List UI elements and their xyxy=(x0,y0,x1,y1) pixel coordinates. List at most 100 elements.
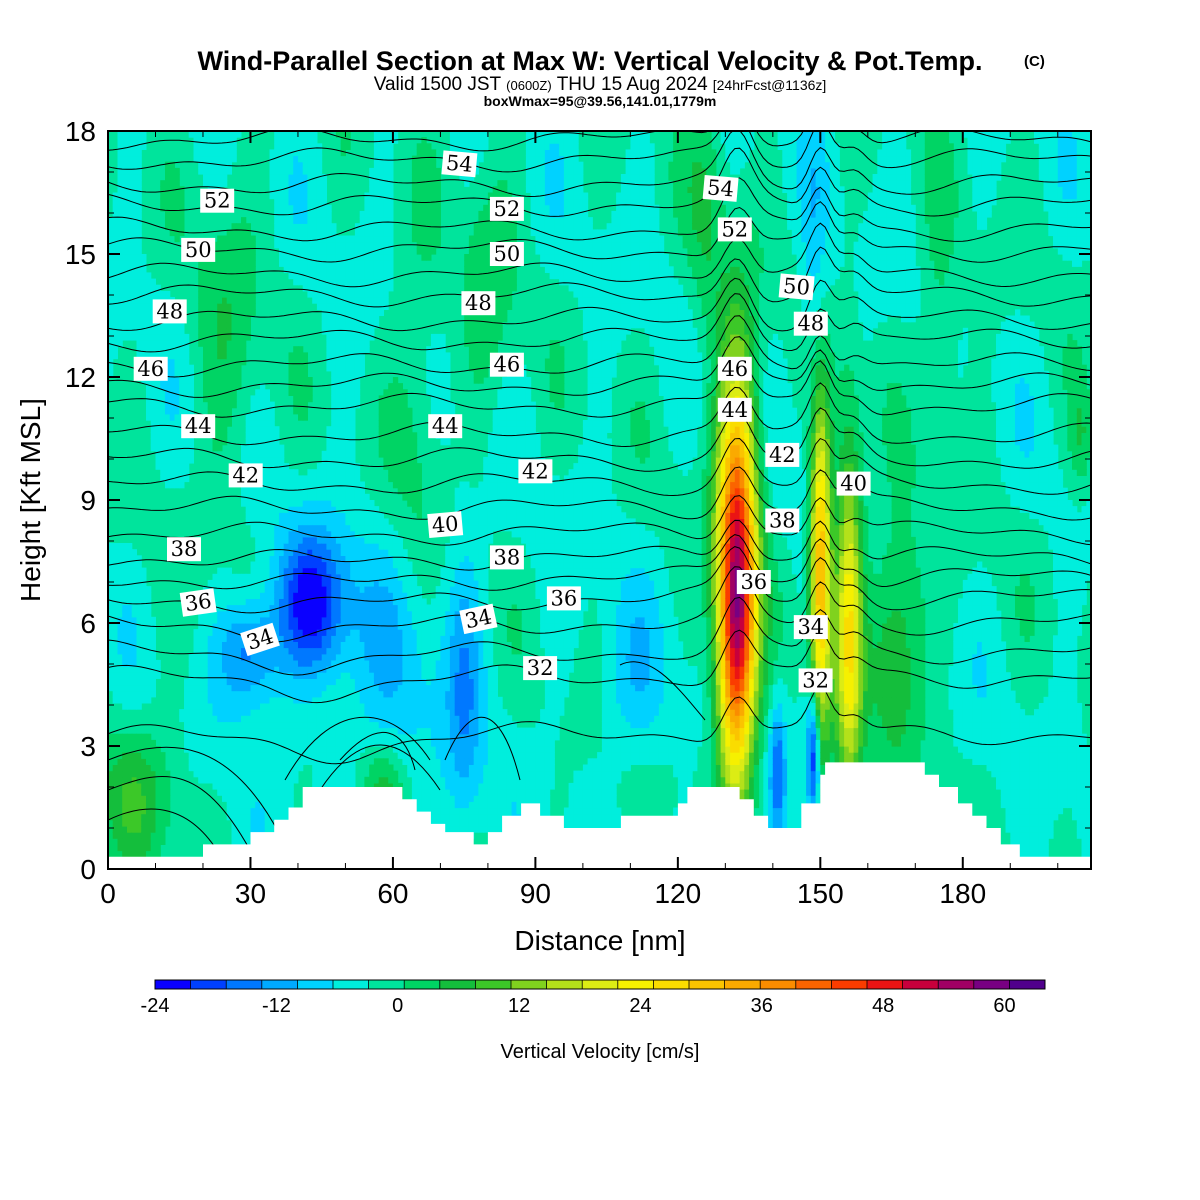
velocity-cell xyxy=(108,340,114,347)
velocity-cell xyxy=(146,641,152,649)
velocity-cell xyxy=(359,666,365,673)
velocity-cell xyxy=(298,143,304,150)
velocity-cell xyxy=(302,186,308,193)
velocity-cell xyxy=(269,647,275,655)
velocity-cell xyxy=(231,623,237,630)
velocity-cell xyxy=(245,604,251,612)
velocity-cell xyxy=(222,598,228,606)
velocity-cell xyxy=(307,290,313,298)
velocity-cell xyxy=(411,678,418,686)
velocity-cell xyxy=(245,832,251,839)
velocity-cell xyxy=(321,321,327,329)
velocity-cell xyxy=(217,180,223,187)
velocity-cell xyxy=(222,782,228,790)
velocity-cell xyxy=(112,733,118,741)
velocity-cell xyxy=(345,506,351,513)
velocity-cell xyxy=(402,579,408,587)
velocity-cell xyxy=(345,715,351,723)
velocity-cell xyxy=(298,235,304,243)
velocity-cell xyxy=(331,770,337,778)
velocity-cell xyxy=(231,703,237,710)
velocity-cell xyxy=(350,561,356,569)
velocity-cell xyxy=(288,137,294,144)
velocity-cell xyxy=(169,469,175,476)
velocity-cell xyxy=(174,407,180,415)
velocity-cell xyxy=(326,333,332,341)
velocity-cell xyxy=(108,549,114,556)
velocity-cell xyxy=(321,530,327,538)
velocity-cell xyxy=(335,518,342,526)
velocity-cell xyxy=(288,536,294,544)
velocity-cell xyxy=(288,579,294,587)
velocity-cell xyxy=(174,174,180,181)
velocity-cell xyxy=(207,776,213,784)
velocity-cell xyxy=(302,223,308,230)
velocity-cell xyxy=(146,284,152,292)
velocity-cell xyxy=(131,703,137,710)
velocity-cell xyxy=(350,610,356,618)
velocity-cell xyxy=(288,481,294,489)
velocity-cell xyxy=(378,229,384,237)
velocity-cell xyxy=(326,229,332,237)
velocity-cell xyxy=(288,487,294,495)
velocity-cell xyxy=(354,370,361,378)
velocity-cell xyxy=(117,167,123,175)
velocity-cell xyxy=(260,795,266,802)
velocity-cell xyxy=(136,155,142,163)
velocity-cell xyxy=(226,610,232,618)
velocity-cell xyxy=(146,807,152,815)
velocity-cell xyxy=(212,149,218,157)
velocity-cell xyxy=(193,727,199,735)
velocity-cell xyxy=(127,782,133,790)
velocity-cell xyxy=(264,789,270,796)
velocity-cell xyxy=(279,143,285,150)
velocity-cell xyxy=(383,696,389,704)
velocity-cell xyxy=(298,506,304,513)
velocity-cell xyxy=(298,739,304,747)
velocity-cell xyxy=(241,260,247,267)
velocity-cell xyxy=(207,407,213,415)
velocity-cell xyxy=(354,493,361,501)
velocity-cell xyxy=(264,407,270,415)
velocity-cell xyxy=(188,764,194,772)
velocity-cell xyxy=(354,555,361,563)
velocity-cell xyxy=(302,377,308,384)
velocity-cell xyxy=(350,407,356,415)
velocity-cell xyxy=(302,395,308,403)
velocity-cell xyxy=(312,518,318,526)
velocity-cell xyxy=(340,469,346,476)
velocity-cell xyxy=(245,709,251,716)
velocity-cell xyxy=(378,266,384,273)
velocity-cell xyxy=(141,813,147,821)
velocity-cell xyxy=(131,149,137,157)
velocity-cell xyxy=(136,752,142,759)
velocity-cell xyxy=(288,567,294,575)
velocity-cell xyxy=(112,561,118,569)
velocity-cell xyxy=(112,198,118,206)
velocity-cell xyxy=(108,272,114,280)
velocity-cell xyxy=(378,235,384,243)
velocity-cell xyxy=(112,850,118,858)
velocity-cell xyxy=(288,352,294,360)
velocity-cell xyxy=(236,586,242,593)
velocity-cell xyxy=(217,709,223,716)
velocity-cell xyxy=(222,174,228,181)
velocity-cell xyxy=(354,518,361,526)
velocity-cell xyxy=(279,721,285,729)
velocity-cell xyxy=(112,826,118,833)
velocity-cell xyxy=(354,733,361,741)
velocity-cell xyxy=(245,500,251,507)
velocity-cell xyxy=(141,297,147,304)
velocity-cell xyxy=(241,703,247,710)
velocity-cell xyxy=(255,512,261,519)
velocity-cell xyxy=(388,149,394,157)
velocity-cell xyxy=(288,358,294,366)
velocity-cell xyxy=(264,746,270,753)
velocity-cell xyxy=(364,536,370,544)
velocity-cell xyxy=(293,493,299,501)
velocity-cell xyxy=(392,561,399,569)
velocity-cell xyxy=(136,635,142,642)
velocity-cell xyxy=(359,715,365,723)
velocity-cell xyxy=(335,364,342,372)
velocity-cell xyxy=(298,623,304,630)
